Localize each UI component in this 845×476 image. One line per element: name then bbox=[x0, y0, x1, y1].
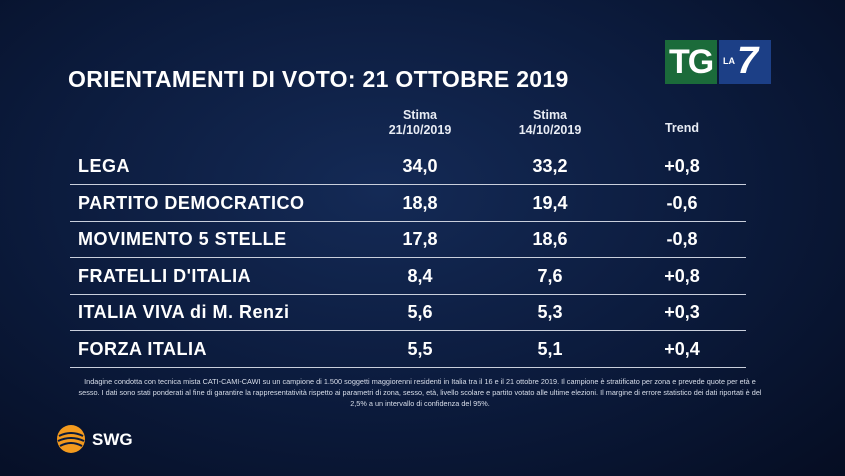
cell-value: 5,1 bbox=[537, 339, 563, 359]
party-name: ITALIA VIVA di M. Renzi bbox=[78, 302, 290, 323]
cell-value: -0,8 bbox=[666, 229, 698, 250]
logo-la7-box: LA 7 bbox=[719, 40, 771, 84]
brand: SWG bbox=[92, 430, 133, 449]
cell-value: 17,8 bbox=[402, 229, 438, 250]
cell-value: 5,6 bbox=[407, 302, 433, 323]
party-name: LEGA bbox=[78, 156, 131, 176]
logo-tg: TG bbox=[669, 43, 714, 81]
cell-value: 18,6 bbox=[532, 229, 568, 250]
header-line: Stima bbox=[532, 108, 568, 122]
logo: TG LA 7 bbox=[665, 40, 771, 84]
cell-value: 8,4 bbox=[407, 265, 433, 286]
table-row: LEGA 34,0 33,2 +0,8 bbox=[70, 147, 746, 185]
cell-value: 5,3 bbox=[537, 302, 563, 323]
party-name: PARTITO DEMOCRATICO bbox=[78, 192, 305, 213]
cell-value: -0,6 bbox=[666, 192, 698, 213]
cell-value: +0,3 bbox=[664, 302, 700, 323]
party-name: FORZA ITALIA bbox=[78, 339, 207, 359]
table-row: ITALIA VIVA di M. Renzi 5,6 5,3 +0,3 bbox=[70, 293, 746, 332]
logo-la: LA bbox=[723, 56, 735, 66]
cell-value: 34,0 bbox=[402, 156, 438, 176]
table-row: FORZA ITALIA 5,5 5,1 +0,4 bbox=[70, 330, 746, 368]
cell-value: 19,4 bbox=[532, 192, 568, 213]
logo-tg-box: TG bbox=[665, 40, 717, 84]
party-name: FRATELLI D'ITALIA bbox=[78, 265, 252, 286]
column-header: Stima 14/10/2019 bbox=[485, 108, 615, 138]
title: ORIENTAMENTI DI VOTO: 21 OTTOBRE 2019 bbox=[68, 66, 569, 92]
header-line: 21/10/2019 bbox=[388, 123, 452, 137]
column-header: Stima 21/10/2019 bbox=[355, 108, 485, 138]
cell-value: 18,8 bbox=[402, 192, 438, 213]
column-header: Trend bbox=[617, 121, 747, 136]
table-row: MOVIMENTO 5 STELLE 17,8 18,6 -0,8 bbox=[70, 220, 746, 259]
cell-value: 5,5 bbox=[407, 339, 433, 359]
cell-value: 33,2 bbox=[532, 156, 568, 176]
table-row: PARTITO DEMOCRATICO 18,8 19,4 -0,6 bbox=[70, 184, 746, 222]
header-line: 14/10/2019 bbox=[518, 123, 582, 137]
cell-value: +0,8 bbox=[664, 265, 700, 286]
logo-seven: 7 bbox=[737, 40, 759, 82]
cell-value: +0,4 bbox=[664, 339, 700, 359]
party-name: MOVIMENTO 5 STELLE bbox=[78, 229, 287, 250]
table-row: FRATELLI D'ITALIA 8,4 7,6 +0,8 bbox=[70, 257, 746, 295]
header-line: Trend bbox=[664, 121, 700, 135]
brand-icon bbox=[57, 425, 85, 453]
cell-value: +0,8 bbox=[664, 156, 700, 176]
cell-value: 7,6 bbox=[537, 265, 563, 286]
header-line: Stima bbox=[402, 108, 438, 122]
footnote: Indagine condotta con tecnica mista CATI… bbox=[78, 377, 762, 408]
